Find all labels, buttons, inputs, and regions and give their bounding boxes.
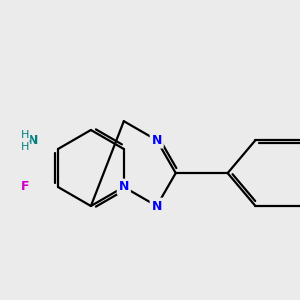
Text: N: N [152, 134, 162, 147]
Text: N: N [152, 200, 162, 212]
Text: N: N [118, 181, 129, 194]
Text: F: F [21, 181, 29, 194]
Text: H: H [21, 142, 30, 152]
Text: H: H [21, 130, 30, 140]
Text: N: N [28, 134, 39, 148]
